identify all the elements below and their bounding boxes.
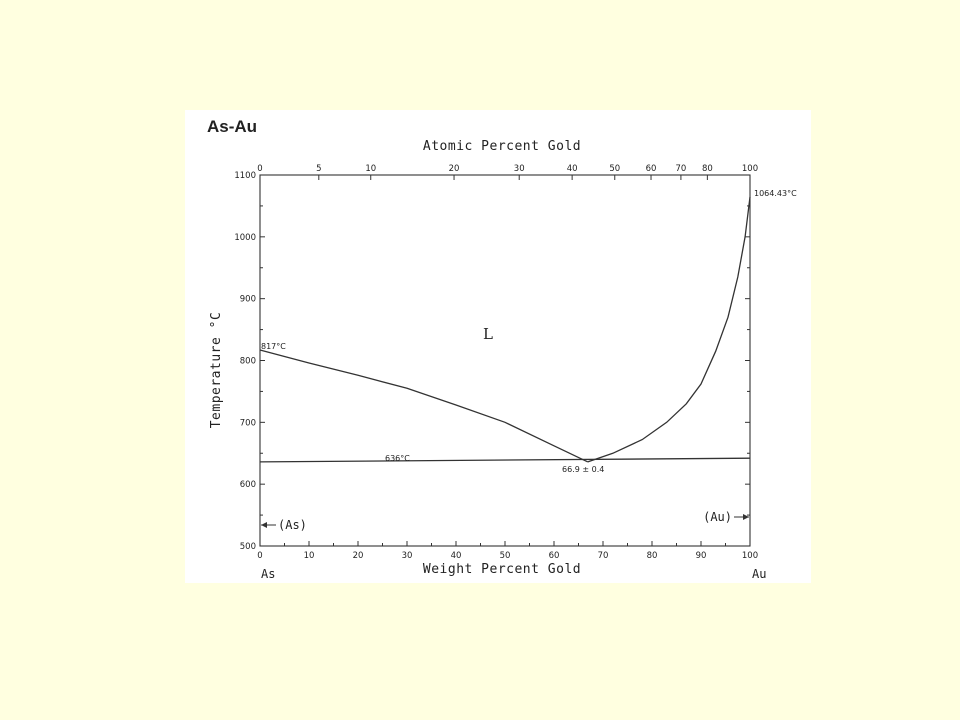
au-phase-arrow-head — [743, 514, 749, 520]
eutectic-composition-label: 66.9 ± 0.4 — [562, 465, 604, 474]
x-tick-label: 0 — [257, 551, 262, 561]
y-axis-unit: °C — [209, 312, 224, 329]
top-tick-label: 80 — [702, 164, 713, 174]
top-tick-label: 40 — [567, 164, 578, 174]
top-tick-label: 20 — [449, 164, 460, 174]
x-tick-label: 80 — [647, 551, 658, 561]
x-tick-label: 50 — [500, 551, 511, 561]
y-tick-label: 600 — [240, 480, 256, 490]
eutectic-temperature-label: 636°C — [385, 454, 410, 463]
phase-diagram-chart: As-Au Atomic Percent Gold Weight Percent… — [207, 117, 797, 581]
au-element-label: Au — [752, 567, 766, 581]
liquidus-au-side-line — [587, 196, 751, 463]
y-tick-label: 900 — [240, 295, 256, 305]
plot-frame — [259, 174, 751, 547]
top-axis-title: Atomic Percent Gold — [423, 139, 581, 154]
x-tick-label: 90 — [696, 551, 707, 561]
au-solid-phase-label: (Au) — [703, 510, 732, 524]
x-tick-label: 30 — [402, 551, 413, 561]
top-tick-label: 70 — [675, 164, 686, 174]
top-tick-label: 0 — [257, 164, 262, 174]
top-tick-label: 50 — [609, 164, 620, 174]
x-tick-label: 10 — [304, 551, 315, 561]
y-tick-label: 1100 — [234, 171, 256, 181]
y-tick-label: 700 — [240, 418, 256, 428]
y-tick-label: 1000 — [234, 233, 256, 243]
top-tick-label: 60 — [646, 164, 657, 174]
ticks-layer: 0 10 20 30 40 50 60 70 80 90 100500600700800900100… — [234, 164, 758, 561]
au-melting-point-label: 1064.43°C — [754, 189, 797, 198]
as-phase-arrow-head — [261, 522, 267, 528]
curves-layer — [259, 196, 751, 463]
eutectic-isotherm-line — [259, 457, 751, 463]
y-axis-title-text: Temperature — [209, 337, 224, 429]
as-element-label: As — [261, 567, 275, 581]
x-tick-label: 40 — [451, 551, 462, 561]
as-melting-point-label: 817°C — [261, 342, 286, 351]
figure-panel: As-Au Atomic Percent Gold Weight Percent… — [185, 110, 811, 583]
y-tick-label: 500 — [240, 542, 256, 552]
chart-title: As-Au — [207, 117, 257, 136]
x-axis-title: Weight Percent Gold — [423, 562, 581, 577]
as-solid-phase-label: (As) — [278, 518, 307, 532]
x-tick-label: 70 — [598, 551, 609, 561]
top-tick-label: 5 — [316, 164, 321, 174]
liquidus-as-side-line — [259, 349, 589, 463]
y-tick-label: 800 — [240, 357, 256, 367]
x-tick-label: 20 — [353, 551, 364, 561]
x-tick-label: 60 — [549, 551, 560, 561]
y-axis-title-group: Temperature °C — [209, 312, 224, 429]
x-tick-label: 100 — [742, 551, 758, 561]
y-axis-title: Temperature °C — [209, 312, 224, 429]
top-tick-label: 100 — [742, 164, 758, 174]
liquid-region-label: L — [483, 325, 493, 343]
top-tick-label: 30 — [514, 164, 525, 174]
top-tick-label: 10 — [365, 164, 376, 174]
